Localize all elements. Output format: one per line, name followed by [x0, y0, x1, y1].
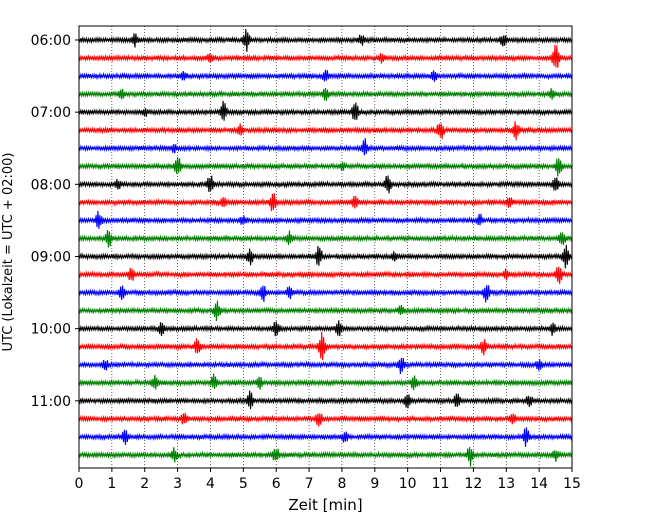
trace-1045: [78, 373, 573, 391]
x-tick-label: 11: [432, 476, 450, 492]
x-tick-label: 3: [173, 476, 182, 492]
y-axis-ticks: 06:00 07:00 08:00 09:00 10:00 11:00: [31, 33, 79, 410]
x-tick-label: 2: [140, 476, 149, 492]
x-tick-label: 10: [399, 476, 417, 492]
y-tick-label: 11:00: [31, 394, 71, 410]
x-tick-label: 9: [370, 476, 379, 492]
trace-0745: [78, 157, 573, 177]
x-tick-label: 4: [206, 476, 215, 492]
y-tick-label: 07:00: [31, 105, 71, 121]
x-tick-label: 5: [239, 476, 248, 492]
x-tick-label: 1: [107, 476, 116, 492]
x-axis-label: Zeit [min]: [288, 496, 362, 514]
trace-0900: [78, 244, 573, 269]
trace-1015: [78, 331, 573, 361]
trace-0615: [78, 44, 573, 68]
trace-0915: [78, 266, 573, 285]
trace-0600: [78, 29, 573, 52]
plot-frame: [78, 25, 573, 469]
trace-0700: [78, 100, 573, 121]
trace-0845: [78, 229, 573, 248]
y-tick-label: 06:00: [31, 33, 71, 49]
trace-0815: [78, 193, 573, 212]
trace-0645: [78, 87, 573, 101]
trace-0930: [78, 285, 573, 303]
trace-0945: [78, 300, 573, 321]
trace-1115: [78, 413, 573, 427]
trace-0730: [78, 138, 573, 156]
trace-0630: [78, 69, 573, 82]
x-tick-label: 6: [272, 476, 281, 492]
trace-1000: [78, 320, 573, 337]
y-axis-label: UTC (Lokalzeit = UTC + 02:00): [1, 153, 16, 352]
trace-0830: [78, 210, 573, 229]
x-tick-label: 12: [464, 476, 482, 492]
trace-0800: [78, 175, 573, 194]
trace-0715: [78, 121, 573, 141]
x-tick-label: 13: [497, 476, 515, 492]
x-tick-label: 14: [530, 476, 548, 492]
y-tick-label: 10:00: [31, 322, 71, 338]
y-tick-label: 08:00: [31, 177, 71, 193]
x-tick-label: 15: [563, 476, 581, 492]
x-tick-label: 7: [305, 476, 314, 492]
trace-1100: [78, 390, 573, 410]
y-tick-label: 09:00: [31, 249, 71, 265]
x-axis-ticks: 0 1 2 3 4 5 6 7 8 9 10 11 12 13 14 15: [75, 468, 581, 492]
trace-1145: [78, 447, 573, 467]
trace-1130: [78, 427, 573, 447]
x-tick-label: 8: [337, 476, 346, 492]
trace-1030: [78, 357, 573, 375]
trace-group: [78, 29, 573, 467]
x-tick-label: 0: [75, 476, 84, 492]
